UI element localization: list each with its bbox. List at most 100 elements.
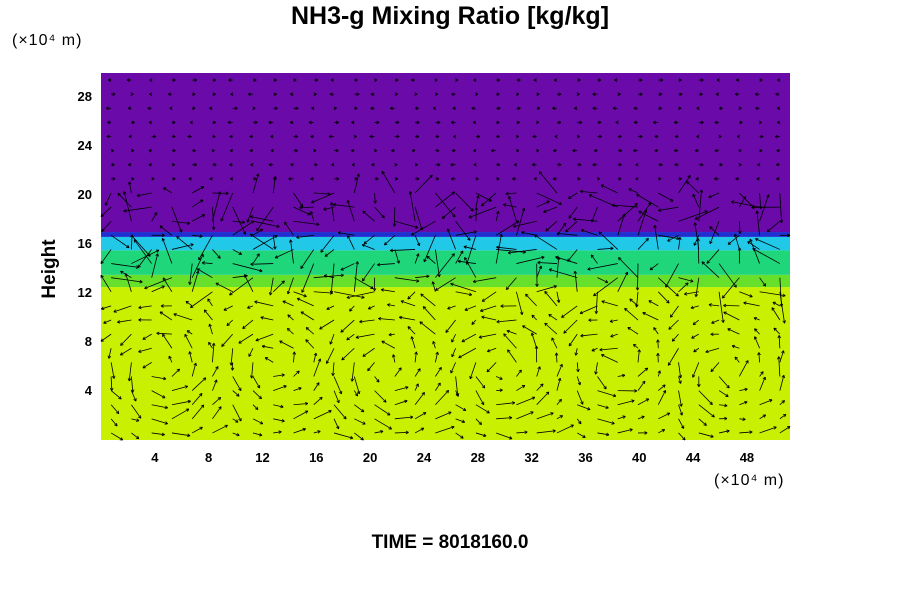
wind-vector <box>293 220 320 225</box>
wind-vector-head <box>107 78 111 81</box>
wind-vector <box>110 362 115 379</box>
wind-vector <box>381 171 396 194</box>
wind-vector-head <box>433 107 437 111</box>
wind-vector-head <box>597 178 601 181</box>
wind-vector-head <box>747 241 750 245</box>
wind-vector-head <box>532 397 536 400</box>
wind-vector-head <box>731 201 734 204</box>
wind-vector-head <box>735 177 739 180</box>
wind-vector-head <box>588 194 592 198</box>
x-tick-label: 36 <box>578 450 593 465</box>
wind-vector-head <box>634 389 638 392</box>
wind-vector-head <box>573 218 576 221</box>
wind-vector-head <box>256 229 260 232</box>
wind-vector <box>223 305 233 311</box>
wind-vector-head <box>612 395 617 398</box>
y-tick-label: 20 <box>77 187 92 203</box>
wind-vector-head <box>671 338 674 342</box>
wind-vector <box>667 348 679 366</box>
wind-vector <box>333 432 353 439</box>
wind-vector <box>394 431 409 434</box>
wind-vector-head <box>242 220 246 223</box>
wind-vector-head <box>169 106 173 109</box>
wind-vector <box>779 426 791 434</box>
wind-vector-head <box>254 301 258 304</box>
wind-vector-head <box>384 399 387 403</box>
wind-vector <box>301 263 315 293</box>
wind-vector-head <box>415 106 419 109</box>
wind-vector-head <box>728 243 732 245</box>
wind-vector-head <box>202 404 205 408</box>
wind-vector-head <box>700 162 704 166</box>
wind-vector-head <box>133 398 137 402</box>
wind-vector-head <box>451 122 455 125</box>
wind-vector <box>202 262 213 264</box>
wind-vector-head <box>777 79 781 82</box>
wind-vector-head <box>188 177 192 180</box>
wind-vector <box>138 347 152 353</box>
wind-vector-head <box>392 354 396 358</box>
wind-vector-head <box>335 120 339 123</box>
wind-vector-head <box>609 319 613 322</box>
wind-vector-head <box>475 177 479 180</box>
wind-vector <box>374 404 391 416</box>
wind-vector-head <box>423 306 427 308</box>
wind-vector-head <box>101 228 103 232</box>
wind-vector <box>548 268 578 279</box>
wind-vector-head <box>544 322 548 325</box>
wind-vector-head <box>407 326 410 330</box>
wind-vector-head <box>483 433 487 437</box>
wind-vector-head <box>614 78 618 81</box>
wind-vector-head <box>269 292 273 296</box>
wind-vector <box>131 390 137 402</box>
wind-vector-head <box>330 341 333 345</box>
wind-vector-head <box>159 225 164 227</box>
wind-vector-head <box>659 93 663 96</box>
wind-vector-head <box>649 266 652 271</box>
wind-vector-head <box>252 107 256 111</box>
wind-vector <box>508 249 537 254</box>
wind-vector-head <box>347 199 351 203</box>
wind-vector-head <box>229 162 233 166</box>
wind-vector-head <box>781 400 785 402</box>
wind-vector <box>274 249 294 259</box>
wind-vector-head <box>611 423 615 425</box>
wind-vector <box>330 263 335 294</box>
wind-vector-head <box>220 219 224 222</box>
wind-vector-head <box>544 290 548 293</box>
wind-vector-head <box>176 236 179 240</box>
wind-vector-head <box>556 300 560 303</box>
wind-vector-head <box>714 148 718 151</box>
wind-vector-head <box>556 233 560 236</box>
wind-vector-head <box>599 136 603 139</box>
wind-vector-head <box>355 337 359 339</box>
wind-vector-head <box>757 164 761 167</box>
wind-vector-head <box>259 270 263 273</box>
wind-vector-head <box>426 274 430 277</box>
wind-vector <box>333 390 340 403</box>
wind-vector <box>719 404 728 407</box>
wind-vector-head <box>119 352 123 356</box>
wind-vector-head <box>358 173 360 177</box>
wind-vector <box>374 192 376 204</box>
wind-vector-head <box>336 426 339 430</box>
wind-vector <box>212 366 219 377</box>
wind-vector-head <box>634 390 638 393</box>
wind-vector-head <box>660 79 664 82</box>
wind-vector-head <box>284 221 288 224</box>
wind-vector-head <box>213 79 217 82</box>
wind-vector-head <box>367 306 371 310</box>
wind-vector-head <box>739 122 743 125</box>
wind-vector-head <box>552 430 556 433</box>
wind-vector-head <box>127 181 130 185</box>
wind-vector-head <box>755 238 758 242</box>
wind-vector-head <box>311 200 314 203</box>
wind-vector-head <box>532 134 536 137</box>
wind-vector-head <box>636 304 639 308</box>
wind-vector <box>432 281 436 292</box>
wind-vector <box>648 300 659 307</box>
wind-vector <box>563 319 578 334</box>
wind-vector <box>390 249 416 251</box>
wind-vector <box>463 246 476 250</box>
wind-vector-head <box>629 428 633 430</box>
